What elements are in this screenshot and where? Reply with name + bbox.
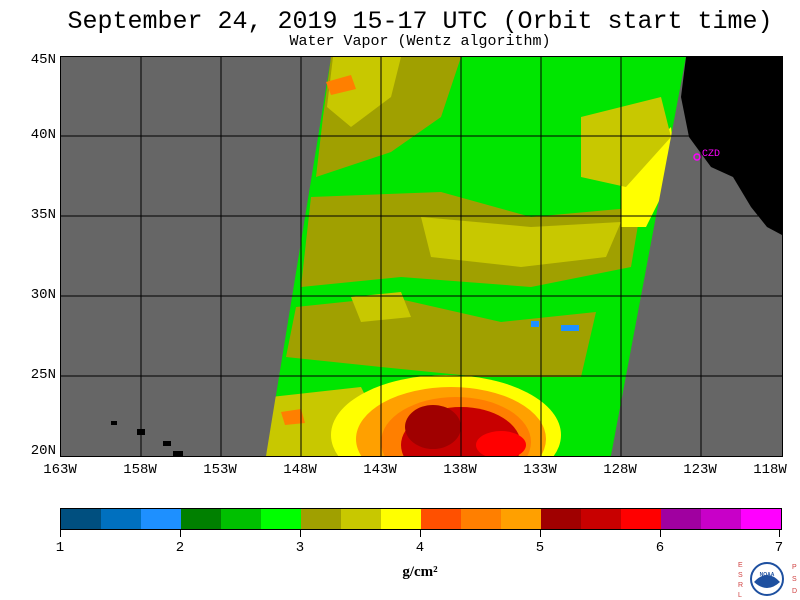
colorbar-swatch (221, 509, 261, 529)
lon-label-148w: 148W (283, 462, 317, 478)
lon-label-143w: 143W (363, 462, 397, 478)
lat-label-45n: 45N (30, 52, 56, 68)
lat-label-40n: 40N (30, 127, 56, 143)
moisture-core-brightred (476, 431, 526, 456)
colorbar-tick (540, 530, 541, 537)
island-hawaii (173, 451, 183, 456)
colorbar-swatch (741, 509, 781, 529)
logo-center-text: NOAA (760, 572, 775, 578)
colorbar-swatch (181, 509, 221, 529)
logo-letter-s2: S (792, 576, 797, 583)
blue-pixels-2 (561, 325, 579, 331)
station-marker (693, 153, 701, 161)
colorbar-swatch (141, 509, 181, 529)
colorbar-label-1: 1 (55, 540, 65, 556)
colorbar-label-4: 4 (415, 540, 425, 556)
colorbar-tick (420, 530, 421, 537)
lon-label-153w: 153W (203, 462, 237, 478)
chart-title: September 24, 2019 15-17 UTC (Orbit star… (67, 7, 773, 36)
noaa-logo: E S R L NOAA P S D (738, 562, 797, 599)
island-niihau (111, 421, 117, 425)
swath-band-khaki-middle (421, 217, 621, 267)
colorbar-swatch (381, 509, 421, 529)
colorbar-tick (300, 530, 301, 537)
lat-label-35n: 35N (30, 207, 56, 223)
colorbar-swatch (61, 509, 101, 529)
colorbar-swatch (341, 509, 381, 529)
colorbar-label-2: 2 (175, 540, 185, 556)
moisture-core-darkred (405, 405, 461, 449)
colorbar-swatch (661, 509, 701, 529)
lat-label-30n: 30N (30, 287, 56, 303)
chart-subtitle: Water Vapor (Wentz algorithm) (289, 33, 551, 50)
colorbar-swatch (301, 509, 341, 529)
colorbar-tick (779, 530, 780, 537)
north-america-land (681, 57, 782, 235)
colorbar-swatch (421, 509, 461, 529)
lon-label-138w: 138W (443, 462, 477, 478)
logo-letter-r: R (738, 582, 743, 589)
colorbar-swatch (541, 509, 581, 529)
noaa-seal-bird-icon (754, 575, 780, 588)
logo-letter-l: L (738, 592, 742, 599)
swath-band-khaki-north (327, 57, 401, 127)
colorbar-label-7: 7 (774, 540, 784, 556)
island-maui (163, 441, 171, 446)
colorbar-units: g/cm² (402, 564, 438, 580)
orange-patch-north (326, 75, 356, 95)
logo-letter-d: D (792, 588, 797, 595)
colorbar-label-5: 5 (535, 540, 545, 556)
map-panel: CZD (60, 56, 783, 457)
swath-mask-west (61, 57, 331, 456)
colorbar-legend (60, 508, 782, 530)
lat-label-25n: 25N (30, 367, 56, 383)
colorbar-swatch (581, 509, 621, 529)
blue-pixels (531, 321, 539, 327)
colorbar-tick (60, 530, 61, 537)
swath-band-khaki-east (581, 97, 671, 187)
logo-letter-p: P (792, 564, 797, 571)
station-label: CZD (702, 149, 720, 160)
orange-patch-southwest (281, 409, 305, 425)
lon-label-123w: 123W (683, 462, 717, 478)
lon-label-163w: 163W (43, 462, 77, 478)
lon-label-118w: 118W (753, 462, 787, 478)
colorbar-swatch (501, 509, 541, 529)
colorbar-tick (180, 530, 181, 537)
colorbar-swatch (461, 509, 501, 529)
lon-label-158w: 158W (123, 462, 157, 478)
lon-label-133w: 133W (523, 462, 557, 478)
logo-letter-e: E (738, 562, 743, 569)
graticule (61, 57, 782, 456)
colorbar-swatch (621, 509, 661, 529)
water-vapor-map: CZD (61, 57, 782, 456)
colorbar-swatch (701, 509, 741, 529)
logo-letter-s: S (738, 572, 743, 579)
colorbar-swatch (101, 509, 141, 529)
lat-label-20n: 20N (30, 443, 56, 459)
colorbar-label-6: 6 (655, 540, 665, 556)
colorbar-swatch (261, 509, 301, 529)
lon-label-128w: 128W (603, 462, 637, 478)
colorbar-label-3: 3 (295, 540, 305, 556)
swath-band-yellow-east (621, 127, 676, 227)
colorbar-tick (660, 530, 661, 537)
